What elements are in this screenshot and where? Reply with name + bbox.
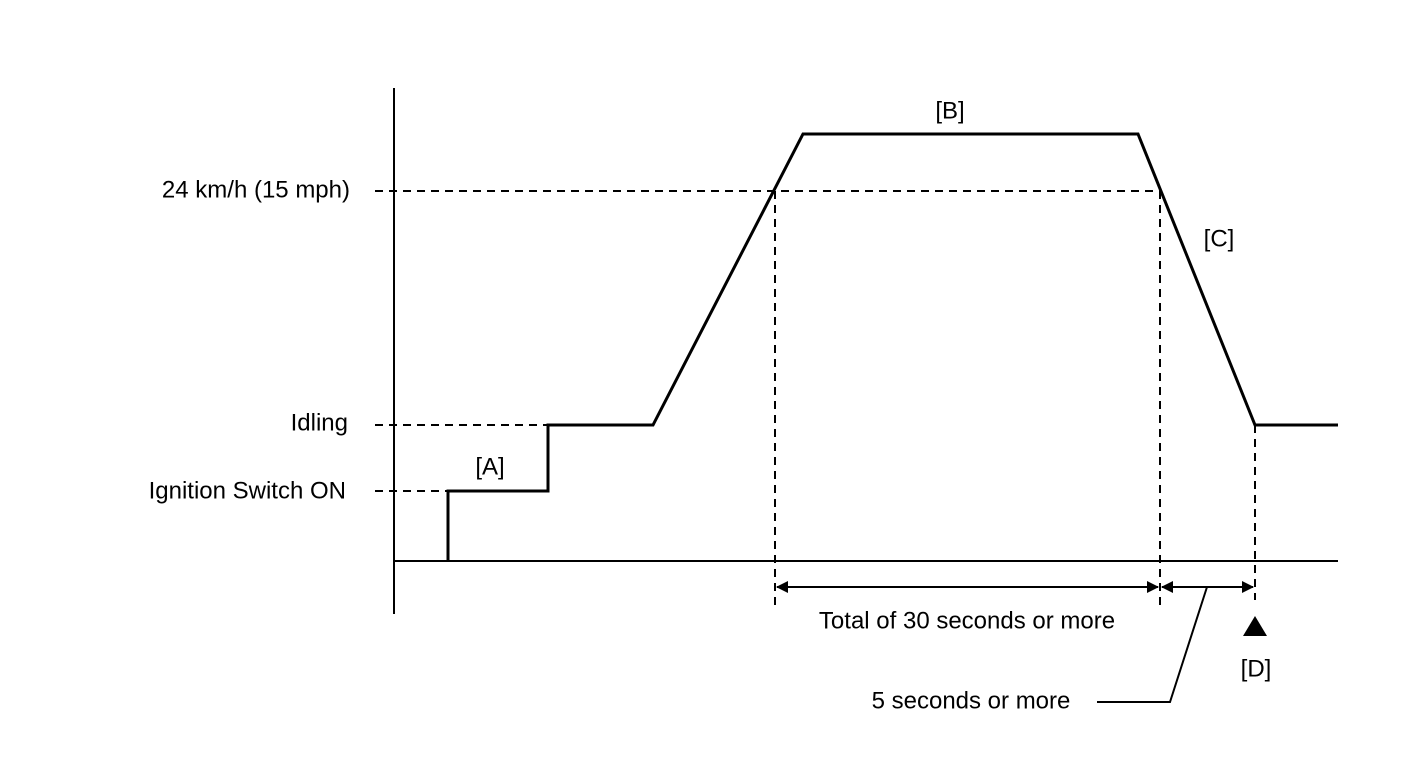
decel-leader	[1097, 586, 1208, 703]
speed-profile	[446, 132, 1338, 561]
phase-d: [D]	[1241, 655, 1272, 682]
idling-label: Idling	[291, 409, 348, 436]
speed-label: 24 km/h (15 mph)	[162, 176, 350, 203]
phase-c: [C]	[1204, 225, 1235, 252]
point-d-marker	[1243, 616, 1267, 636]
decel-label: 5 seconds or more	[872, 687, 1071, 714]
phase-b: [B]	[935, 97, 964, 124]
ignition-label: Ignition Switch ON	[149, 477, 346, 504]
phase-a: [A]	[475, 453, 504, 480]
total-label: Total of 30 seconds or more	[819, 607, 1115, 634]
